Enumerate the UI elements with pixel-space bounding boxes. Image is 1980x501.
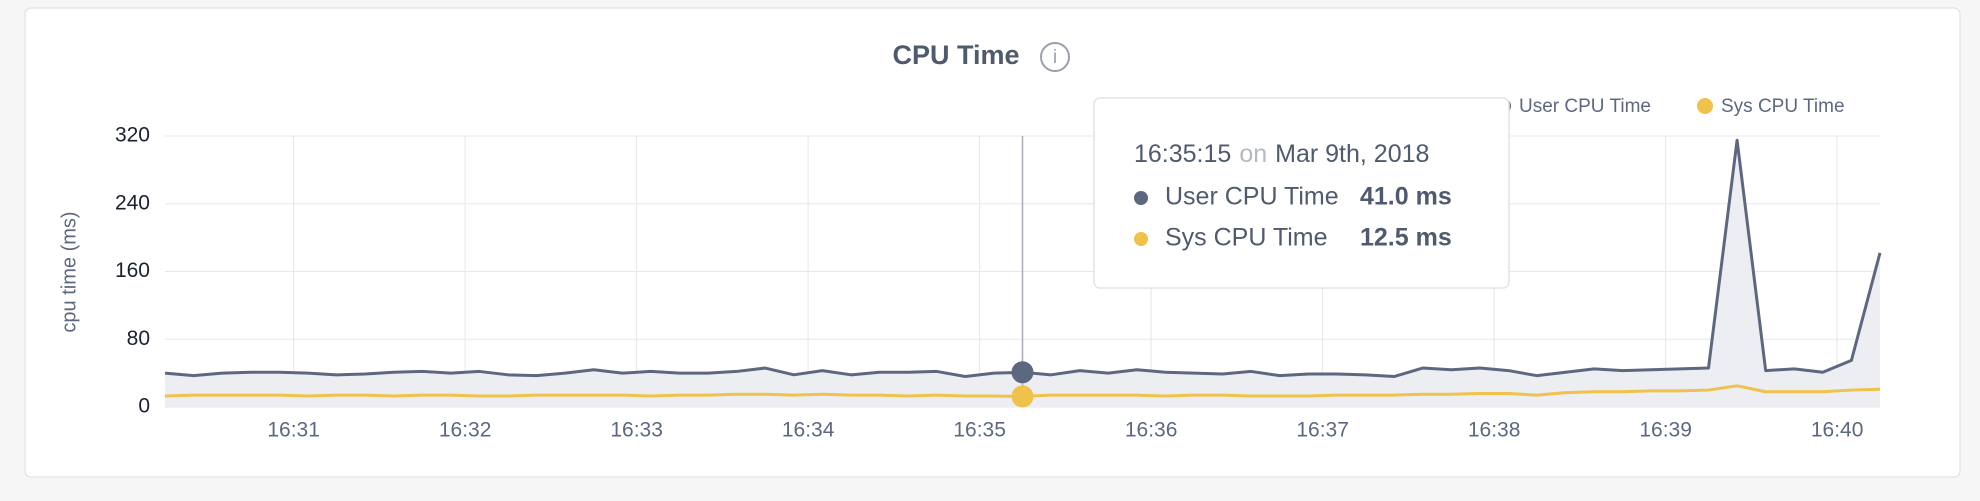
- tooltip-dot: [1134, 232, 1148, 246]
- hover-marker: [1011, 361, 1034, 384]
- tooltip-time: 16:35:15: [1134, 140, 1231, 168]
- tooltip-box: [1093, 97, 1510, 289]
- legend-label: User CPU Time: [1519, 96, 1651, 117]
- tooltip-value: 41.0 ms: [1360, 183, 1452, 211]
- area: [165, 140, 1880, 407]
- x-tick-label: 16:36: [1125, 419, 1178, 442]
- tooltip-value: 12.5 ms: [1360, 224, 1452, 252]
- x-tick-label: 16:39: [1639, 419, 1692, 442]
- tooltip-name: User CPU Time: [1165, 183, 1339, 211]
- legend-label: Sys CPU Time: [1721, 96, 1845, 117]
- tooltip: 16:35:15 on Mar 9th, 2018 User CPU Time 41.0…: [1093, 97, 1510, 289]
- chart-title: CPU Time: [892, 40, 1019, 70]
- info-glyph[interactable]: i: [1053, 47, 1057, 68]
- x-tick-label: 16:38: [1468, 419, 1521, 442]
- tooltip-header: 16:35:15 on Mar 9th, 2018: [1134, 140, 1429, 168]
- y-tick-label: 320: [115, 124, 150, 147]
- x-tick-label: 16:35: [953, 419, 1006, 442]
- y-tick-label: 80: [127, 327, 150, 350]
- tooltip-dot: [1134, 191, 1148, 205]
- y-tick-label: 0: [138, 395, 150, 418]
- x-tick-label: 16:33: [610, 419, 663, 442]
- x-tick-label: 16:40: [1811, 419, 1864, 442]
- info-icon[interactable]: i: [1040, 42, 1070, 72]
- tooltip-date: Mar 9th, 2018: [1275, 140, 1429, 168]
- tooltip-name: Sys CPU Time: [1165, 224, 1328, 252]
- tooltip-on: on: [1239, 140, 1267, 168]
- x-tick-label: 16:37: [1296, 419, 1349, 442]
- x-tick-label: 16:34: [782, 419, 835, 442]
- y-tick-label: 240: [115, 191, 150, 214]
- y-tick-label: 160: [115, 259, 150, 282]
- info-circle[interactable]: [1040, 42, 1070, 72]
- x-tick-label: 16:31: [267, 419, 320, 442]
- hover-marker: [1011, 385, 1034, 408]
- y-axis-label: cpu time (ms): [58, 211, 80, 332]
- x-tick-label: 16:32: [439, 419, 492, 442]
- legend-dot: [1697, 98, 1713, 114]
